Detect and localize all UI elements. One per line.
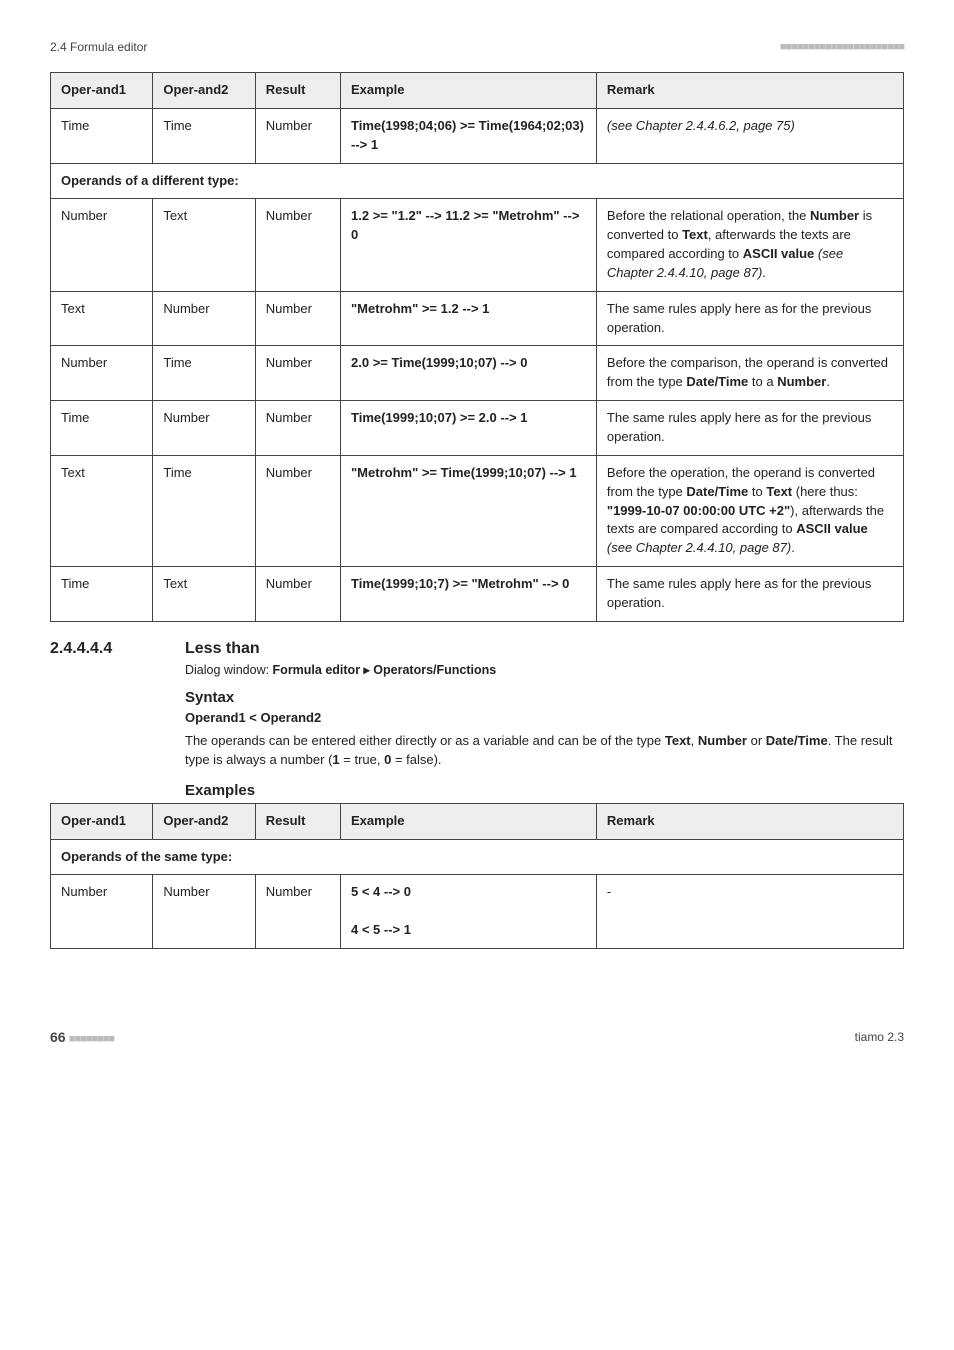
page-header: 2.4 Formula editor ■■■■■■■■■■■■■■■■■■■■■… [50,40,904,54]
cell-result: Number [255,108,340,163]
header-left: 2.4 Formula editor [50,40,147,54]
cell-op2: Number [153,291,255,346]
cell-op2: Text [153,199,255,291]
table-operators-lt: Oper-and1 Oper-and2 Result Example Remar… [50,803,904,949]
cell-remark: The same rules apply here as for the pre… [596,567,903,622]
cell-remark: The same rules apply here as for the pre… [596,291,903,346]
cell-remark: Before the operation, the operand is con… [596,455,903,566]
cell-result: Number [255,875,340,949]
heading-title: Less than [185,640,260,658]
table-row: Text Number Number "Metrohm" >= 1.2 --> … [51,291,904,346]
cell-example: Time(1999;10;07) >= 2.0 --> 1 [341,401,597,456]
cell-example: "Metrohm" >= 1.2 --> 1 [341,291,597,346]
th-remark: Remark [596,73,903,109]
cell-result: Number [255,346,340,401]
table-row: Number Text Number 1.2 >= "1.2" --> 11.2… [51,199,904,291]
cell-op1: Time [51,401,153,456]
syntax-line: Operand1 < Operand2 [185,710,904,725]
section-body: Dialog window: Formula editor ▸ Operator… [185,662,904,799]
table-row: Time Time Number Time(1998;04;06) >= Tim… [51,108,904,163]
cell-op1: Number [51,346,153,401]
table-row: Text Time Number "Metrohm" >= Time(1999;… [51,455,904,566]
section-row: Operands of a different type: [51,163,904,199]
section-label: Operands of a different type: [51,163,904,199]
page-footer: 66 ■■■■■■■■ tiamo 2.3 [50,1029,904,1045]
cell-op2: Number [153,401,255,456]
examples-head: Examples [185,782,904,799]
cell-op2: Time [153,108,255,163]
th-example: Example [341,803,597,839]
cell-op1: Time [51,108,153,163]
cell-remark: - [596,875,903,949]
th-op2: Oper-and2 [153,803,255,839]
heading-number: 2.4.4.4.4 [50,640,185,658]
th-remark: Remark [596,803,903,839]
cell-remark: The same rules apply here as for the pre… [596,401,903,456]
footer-right: tiamo 2.3 [855,1030,904,1044]
syntax-para: The operands can be entered either direc… [185,731,904,770]
footer-squares: ■■■■■■■■ [69,1033,114,1045]
cell-result: Number [255,199,340,291]
page-number: 66 [50,1029,66,1045]
cell-example: 5 < 4 --> 04 < 5 --> 1 [341,875,597,949]
cell-op2: Time [153,346,255,401]
cell-result: Number [255,455,340,566]
cell-op2: Text [153,567,255,622]
cell-remark: Before the comparison, the operand is co… [596,346,903,401]
cell-op1: Time [51,567,153,622]
cell-remark: Before the relational operation, the Num… [596,199,903,291]
cell-result: Number [255,401,340,456]
th-op2: Oper-and2 [153,73,255,109]
section-row: Operands of the same type: [51,839,904,875]
cell-result: Number [255,291,340,346]
table-row: Number Time Number 2.0 >= Time(1999;10;0… [51,346,904,401]
cell-op1: Text [51,455,153,566]
header-squares: ■■■■■■■■■■■■■■■■■■■■■■ [780,41,904,53]
section-heading: 2.4.4.4.4 Less than [50,640,904,658]
cell-op1: Number [51,875,153,949]
cell-result: Number [255,567,340,622]
th-op1: Oper-and1 [51,73,153,109]
th-op1: Oper-and1 [51,803,153,839]
th-result: Result [255,73,340,109]
cell-op2: Number [153,875,255,949]
syntax-head: Syntax [185,689,904,706]
table-row: Time Number Number Time(1999;10;07) >= 2… [51,401,904,456]
table-row: Number Number Number 5 < 4 --> 04 < 5 --… [51,875,904,949]
th-example: Example [341,73,597,109]
cell-op1: Number [51,199,153,291]
cell-example: Time(1999;10;7) >= "Metrohm" --> 0 [341,567,597,622]
cell-example: 2.0 >= Time(1999;10;07) --> 0 [341,346,597,401]
dialog-line: Dialog window: Formula editor ▸ Operator… [185,662,904,677]
cell-example: 1.2 >= "1.2" --> 11.2 >= "Metrohm" --> 0 [341,199,597,291]
cell-op2: Time [153,455,255,566]
table-row: Time Text Number Time(1999;10;7) >= "Met… [51,567,904,622]
footer-left: 66 ■■■■■■■■ [50,1029,114,1045]
dialog-prefix: Dialog window: [185,663,273,677]
cell-example: Time(1998;04;06) >= Time(1964;02;03) -->… [341,108,597,163]
cell-example: "Metrohm" >= Time(1999;10;07) --> 1 [341,455,597,566]
th-result: Result [255,803,340,839]
section-label: Operands of the same type: [51,839,904,875]
cell-op1: Text [51,291,153,346]
cell-remark: (see Chapter 2.4.4.6.2, page 75) [596,108,903,163]
dialog-path: Formula editor ▸ Operators/Functions [273,663,497,677]
table-operators-ge: Oper-and1 Oper-and2 Result Example Remar… [50,72,904,622]
